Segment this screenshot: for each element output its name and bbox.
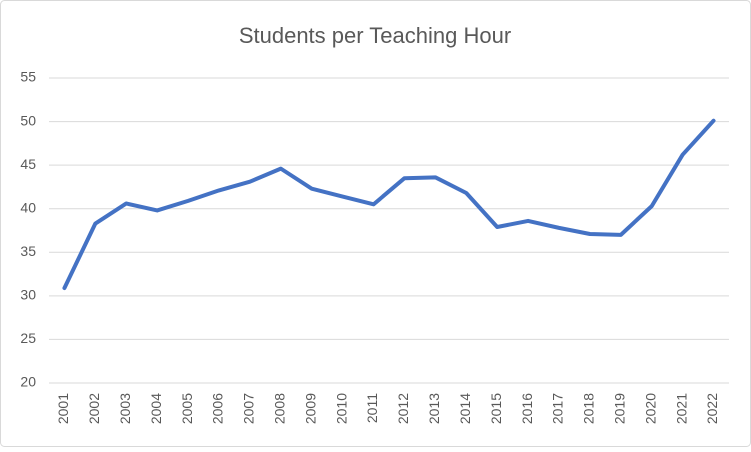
y-tick-label: 30 (20, 287, 36, 303)
y-tick-label: 35 (20, 243, 36, 259)
x-tick-label: 2018 (581, 393, 597, 424)
y-tick-label: 45 (20, 156, 36, 172)
y-tick-label: 50 (20, 112, 36, 128)
x-tick-label: 2013 (426, 393, 442, 424)
x-tick-label: 2011 (364, 393, 380, 423)
x-tick-label: 2014 (457, 393, 473, 424)
x-tick-label: 2016 (519, 393, 535, 424)
x-tick-label: 2019 (612, 393, 628, 424)
x-tick-label: 2017 (550, 393, 566, 424)
x-tick-label: 2021 (673, 393, 689, 424)
x-tick-label: 2009 (302, 393, 318, 424)
chart-title: Students per Teaching Hour (239, 23, 511, 48)
x-tick-label: 2006 (210, 393, 226, 424)
x-tick-label: 2002 (86, 393, 102, 424)
x-tick-label: 2010 (333, 393, 349, 424)
x-tick-label: 2004 (148, 393, 164, 424)
data-line (62, 118, 716, 291)
x-tick-label: 2005 (179, 393, 195, 424)
y-tick-label: 20 (20, 374, 36, 390)
x-tick-label: 2007 (241, 393, 257, 424)
y-tick-label: 55 (20, 69, 36, 85)
x-tick-label: 2001 (55, 393, 71, 424)
y-tick-label: 25 (20, 330, 36, 346)
x-tick-label: 2003 (117, 393, 133, 424)
x-tick-label: 2020 (642, 393, 658, 424)
x-tick-label: 2008 (272, 393, 288, 424)
x-tick-label: 2012 (395, 393, 411, 424)
x-tick-label: 2015 (488, 393, 504, 424)
y-tick-label: 40 (20, 199, 36, 215)
x-tick-label: 2022 (704, 393, 720, 424)
